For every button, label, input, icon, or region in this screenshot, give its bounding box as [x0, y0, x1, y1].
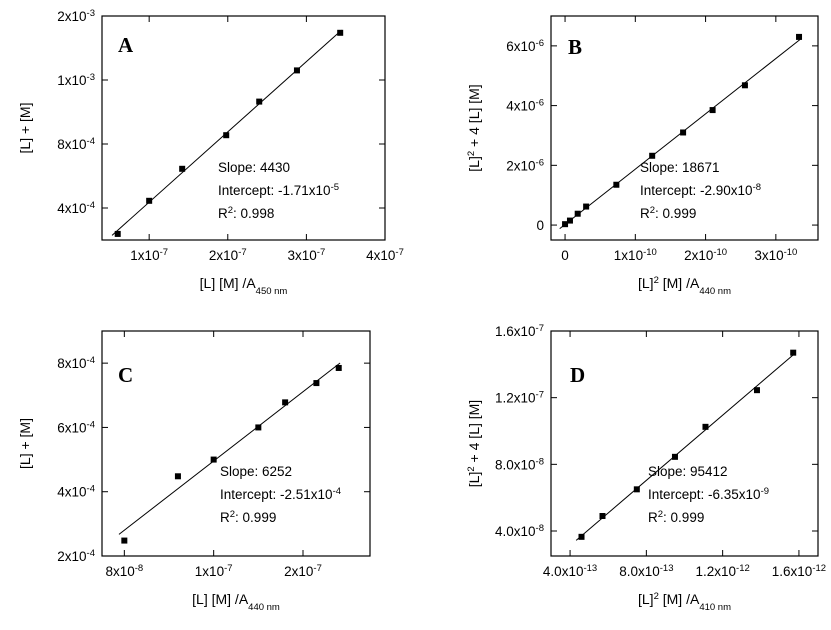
- y-tick-label: 6x10-4: [57, 419, 95, 436]
- y-tick-label: 2x10-6: [506, 157, 544, 174]
- panel-d: 4.0x10-13 8.0x10-13 1.2x10-12 1.6x10-12 4.0x…: [466, 323, 827, 613]
- y-tick-label: 2x10-3: [57, 8, 95, 25]
- panel-letter: D: [570, 363, 585, 387]
- panel-letter: C: [118, 363, 133, 387]
- x-tick-label: 8.0x10-13: [619, 563, 673, 580]
- plot-frame: [550, 330, 819, 557]
- x-tick-label: 2x10-10: [684, 247, 727, 264]
- fit-annotation: R2: 0.999: [640, 205, 696, 222]
- data-point: [702, 423, 709, 430]
- y-tick-label: 6x10-6: [506, 37, 544, 54]
- x-tick-label: 2x10-7: [209, 247, 247, 264]
- fit-annotation: Slope: 4430: [218, 160, 290, 175]
- fit-annotation: Slope: 18671: [640, 160, 720, 175]
- y-axis-label: [L]2 + 4 [L] [M]: [466, 84, 483, 171]
- panel-letter: A: [118, 33, 134, 57]
- data-point: [179, 165, 186, 172]
- data-point: [741, 82, 748, 89]
- data-point: [146, 197, 153, 204]
- x-tick-label: 1.6x10-12: [772, 563, 826, 580]
- y-tick-label: 8.0x10-8: [495, 456, 544, 473]
- panel-letter: B: [568, 35, 582, 59]
- data-point: [223, 132, 230, 139]
- y-tick-label: 4x10-4: [57, 200, 95, 217]
- data-point: [753, 387, 760, 394]
- data-point: [313, 380, 320, 387]
- data-point: [599, 513, 606, 519]
- data-point: [633, 486, 640, 493]
- y-tick-label: 1.2x10-7: [495, 389, 544, 406]
- data-point: [680, 129, 687, 136]
- data-point: [613, 181, 620, 188]
- data-point: [562, 221, 569, 228]
- y-tick-label: 4x10-6: [506, 97, 544, 114]
- x-tick-label: 3x10-7: [288, 247, 326, 264]
- fit-annotation: Intercept: -1.71x10-5: [218, 182, 339, 199]
- x-tick-label: 2x10-7: [284, 563, 322, 580]
- data-point: [210, 456, 217, 463]
- y-axis-label: [L] + [M]: [17, 103, 33, 154]
- x-tick-label: 8x10-8: [105, 563, 143, 580]
- data-point: [578, 533, 585, 540]
- y-tick-label: 0: [536, 218, 544, 233]
- plot-frame: [550, 15, 819, 241]
- y-tick-label: 2x10-4: [57, 548, 95, 565]
- data-point: [282, 399, 289, 406]
- x-axis-label: [L] [M] /A440 nm: [192, 591, 280, 613]
- plot-frame: [101, 15, 386, 241]
- data-point: [174, 473, 181, 480]
- data-point: [256, 98, 263, 105]
- data-point: [335, 364, 342, 371]
- y-axis-label: [L] + [M]: [17, 418, 33, 469]
- data-point: [790, 349, 797, 356]
- x-tick-label: 3x10-10: [754, 247, 797, 264]
- y-tick-label: 1.6x10-7: [495, 323, 544, 340]
- x-tick-label: 1x10-10: [614, 247, 657, 264]
- fit-annotation: Slope: 95412: [648, 464, 728, 479]
- y-axis-label: [L]2 + 4 [L] [M]: [466, 400, 483, 487]
- x-tick-label: 4.0x10-13: [543, 563, 597, 580]
- panel-c: 8x10-8 1x10-7 2x10-7 2x10-4 4x10-4 6x10-4 8x10…: [17, 330, 371, 613]
- y-tick-label: 4x10-4: [57, 483, 95, 500]
- plot-frame: [101, 330, 371, 557]
- y-tick-label: 4.0x10-8: [495, 523, 544, 540]
- x-tick-label: 1x10-7: [130, 247, 168, 264]
- data-point: [337, 29, 344, 36]
- fit-line: [559, 38, 801, 230]
- panel-b: 0 1x10-10 2x10-10 3x10-10 0 2x10-6 4x10-6 6x10-…: [466, 15, 819, 297]
- data-point: [649, 152, 656, 159]
- fit-annotation: Slope: 6252: [220, 464, 292, 479]
- fit-line: [575, 353, 795, 541]
- x-tick-label: 0: [561, 248, 569, 263]
- x-tick-label: 4x10-7: [366, 247, 404, 264]
- data-point: [671, 453, 678, 460]
- y-tick-label: 8x10-4: [57, 136, 95, 153]
- panel-a: 1x10-7 2x10-7 3x10-7 4x10-7 4x10-4 8x10-4 1x10…: [17, 8, 404, 297]
- y-tick-label: 1x10-3: [57, 72, 95, 89]
- data-point: [574, 210, 581, 217]
- data-point: [255, 424, 262, 431]
- fit-annotation: Intercept: -2.90x10-8: [640, 182, 761, 199]
- x-tick-label: 1x10-7: [195, 563, 233, 580]
- data-point: [121, 537, 128, 544]
- x-axis-label: [L]2 [M] /A440 nm: [638, 275, 731, 297]
- x-axis-label: [L] [M] /A450 nm: [200, 275, 288, 297]
- data-point: [566, 217, 573, 224]
- data-point: [709, 107, 716, 114]
- x-tick-label: 1.2x10-12: [696, 563, 750, 580]
- fit-annotation: R2: 0.999: [220, 509, 276, 526]
- data-point: [293, 67, 300, 74]
- fit-annotation: Intercept: -2.51x10-4: [220, 486, 341, 503]
- data-point: [796, 33, 803, 40]
- fit-annotation: Intercept: -6.35x10-9: [648, 486, 769, 503]
- data-point: [583, 203, 590, 210]
- fit-line: [118, 362, 341, 535]
- fit-annotation: R2: 0.998: [218, 205, 274, 222]
- x-axis-label: [L]2 [M] /A410 nm: [638, 591, 731, 613]
- data-point: [114, 230, 121, 237]
- y-tick-label: 8x10-4: [57, 355, 95, 372]
- fit-annotation: R2: 0.999: [648, 509, 704, 526]
